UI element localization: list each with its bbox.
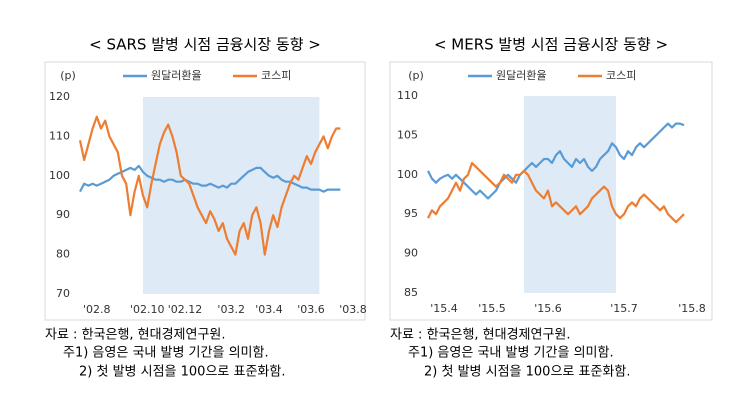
y-tick-label: 110 bbox=[397, 89, 418, 102]
chart-frame bbox=[389, 61, 713, 321]
y-tick-label: 100 bbox=[49, 169, 70, 182]
source-note: 자료 : 한국은행, 현대경제연구원. bbox=[45, 327, 226, 343]
data-line bbox=[427, 122, 685, 200]
x-tick-label: '03.8 bbox=[339, 303, 367, 316]
y-tick-label: 80 bbox=[56, 248, 70, 261]
x-tick-label: '02.10 bbox=[130, 303, 165, 316]
footnote: 주1) 음영은 국내 발병 기간을 의미함. bbox=[408, 346, 614, 361]
data-line bbox=[78, 115, 341, 256]
x-tick-label: '15.4 bbox=[430, 302, 458, 315]
chart-title: < SARS 발병 시점 금융시장 동향 > bbox=[89, 36, 321, 54]
x-tick-label: '15.6 bbox=[534, 302, 562, 315]
x-tick-label: '15.8 bbox=[678, 302, 706, 315]
shaded-period bbox=[524, 96, 616, 293]
y-tick-label: 120 bbox=[49, 90, 70, 103]
x-tick-label: '02.12 bbox=[168, 303, 203, 316]
legend-label: 코스피 bbox=[606, 69, 636, 82]
x-tick-label: '15.7 bbox=[610, 302, 638, 315]
legend-label: 원달러환율 bbox=[496, 69, 547, 82]
y-tick-label: 100 bbox=[397, 168, 418, 181]
data-line bbox=[427, 161, 685, 224]
footnote: 2) 첫 발병 시점을 100으로 표준화함. bbox=[79, 365, 285, 380]
chart-title: < MERS 발병 시점 금융시장 동향 > bbox=[434, 36, 668, 54]
x-tick-label: '03.2 bbox=[217, 303, 245, 316]
y-axis-label: (p) bbox=[408, 69, 424, 82]
x-tick-label: '02.8 bbox=[83, 303, 111, 316]
y-tick-label: 95 bbox=[404, 207, 418, 220]
footnote: 2) 첫 발병 시점을 100으로 표준화함. bbox=[424, 365, 630, 380]
x-tick-label: '03.4 bbox=[255, 303, 283, 316]
y-tick-label: 90 bbox=[56, 208, 70, 221]
legend-label: 코스피 bbox=[261, 69, 291, 82]
y-tick-label: 70 bbox=[56, 287, 70, 300]
source-note: 자료 : 한국은행, 현대경제연구원. bbox=[390, 327, 571, 343]
x-tick-label: '15.5 bbox=[478, 302, 506, 315]
footnote: 주1) 음영은 국내 발병 기간을 의미함. bbox=[63, 346, 269, 361]
y-tick-label: 105 bbox=[397, 128, 418, 141]
x-tick-label: '03.6 bbox=[297, 303, 325, 316]
y-axis-label: (p) bbox=[60, 69, 76, 82]
chart-frame bbox=[44, 61, 366, 321]
y-tick-label: 85 bbox=[404, 286, 418, 299]
data-line bbox=[79, 164, 341, 193]
shaded-period bbox=[143, 97, 320, 294]
legend-label: 원달러환율 bbox=[151, 69, 202, 82]
y-tick-label: 90 bbox=[404, 247, 418, 260]
y-tick-label: 110 bbox=[49, 129, 70, 142]
